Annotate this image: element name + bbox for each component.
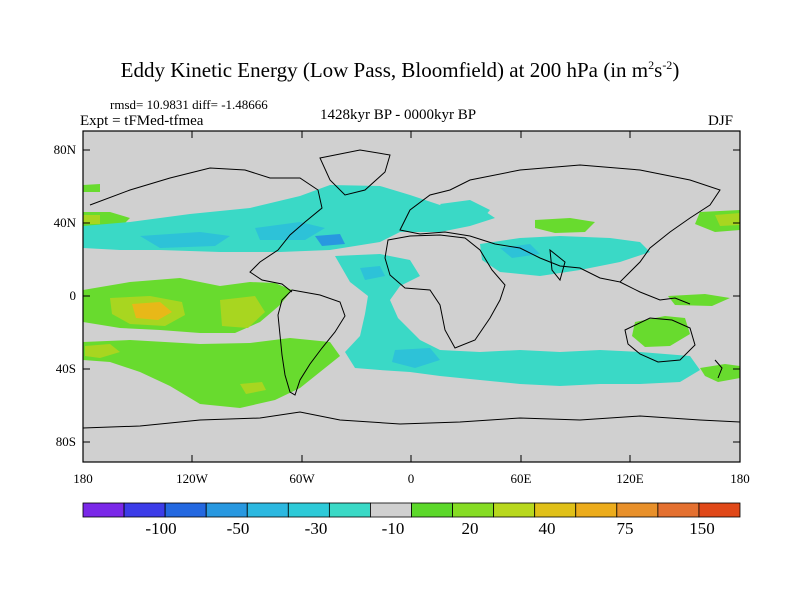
- colorbar-swatch: [287, 502, 330, 518]
- coastlines: [83, 149, 740, 429]
- lat-tick-0: 0: [69, 288, 77, 303]
- colorbar: [82, 502, 741, 518]
- plot-title: Eddy Kinetic Energy (Low Pass, Bloomfiel…: [0, 58, 800, 83]
- south-america-coast: [277, 289, 346, 396]
- greenland-coast: [319, 149, 391, 196]
- title-close: ): [672, 58, 680, 82]
- colorbar-swatch: [164, 502, 207, 518]
- stats-label: rmsd= 10.9831 diff= -1.48666: [110, 97, 268, 112]
- colorbar-swatch: [698, 502, 741, 518]
- positive-high-regions: [83, 213, 740, 394]
- title-units-sup1: 2: [648, 58, 655, 72]
- tropical-atlantic-core: [360, 266, 385, 280]
- colorbar-label: 40: [538, 519, 556, 538]
- north-pacific-core-west: [83, 215, 100, 224]
- lon-tick-60e: 60E: [510, 471, 532, 486]
- east-pacific-max-1: [132, 302, 172, 320]
- south-pacific-core: [85, 344, 120, 358]
- negative-core-regions: [140, 222, 540, 368]
- lat-tick-80s: 80S: [55, 434, 76, 449]
- map-ticks: [83, 131, 740, 462]
- australia-coast: [624, 317, 696, 363]
- lat-tick-40s: 40S: [55, 361, 76, 376]
- colorbar-swatch: [657, 502, 700, 518]
- period-label: 1428kyr BP - 0000kyr BP: [320, 107, 477, 123]
- australia-patch: [632, 316, 690, 347]
- asia-patch: [535, 218, 595, 233]
- map-frame: [82, 130, 741, 463]
- atlantic-small-patch: [83, 184, 100, 192]
- colorbar-swatch: [575, 502, 618, 518]
- lat-tick-80n: 80N: [53, 142, 76, 157]
- season-label: DJF: [708, 113, 734, 129]
- north-atlantic-core: [255, 222, 325, 240]
- colorbar-label: 150: [689, 519, 715, 538]
- colorbar-label: 20: [461, 519, 479, 538]
- colorbar-swatch: [493, 502, 536, 518]
- colorbar-swatch: [82, 502, 125, 518]
- lon-tick-180e: 180: [730, 471, 750, 486]
- lon-tick-60w: 60W: [289, 471, 315, 486]
- experiment-label: Expt = tFMed-tfmea: [80, 113, 204, 129]
- title-main: Eddy Kinetic Energy (Low Pass, Bloomfiel…: [120, 58, 649, 82]
- north-pacific-core-2: [315, 234, 345, 246]
- colorbar-swatch: [370, 502, 412, 518]
- colorbar-label: -50: [226, 519, 250, 538]
- colorbar-label: -10: [381, 519, 405, 538]
- colorbar-label: -100: [145, 519, 177, 538]
- colorbar-swatch: [452, 502, 495, 518]
- southeast-asia-coast: [619, 281, 691, 305]
- new-zealand-coast: [714, 359, 723, 379]
- lon-tick-120w: 120W: [176, 471, 208, 486]
- antarctica-coast: [83, 411, 740, 429]
- colorbar-swatch: [328, 502, 371, 518]
- colorbar-label: 75: [616, 519, 634, 538]
- western-pacific-equator-patch: [668, 294, 730, 306]
- colorbar-swatch: [411, 502, 453, 518]
- south-pacific-band: [83, 338, 340, 408]
- north-america-coast: [89, 167, 323, 293]
- india-coast: [549, 248, 566, 282]
- south-atlantic-core: [392, 348, 440, 368]
- title-units-sup2: -2: [662, 58, 673, 72]
- eurasia-coast: [399, 164, 721, 283]
- lon-tick-180w: 180: [73, 471, 93, 486]
- north-pacific-core-1: [140, 232, 230, 248]
- lon-tick-120e: 120E: [616, 471, 644, 486]
- colorbar-swatch: [246, 502, 289, 518]
- lat-tick-40n: 40N: [53, 215, 76, 230]
- colorbar-swatch: [123, 502, 166, 518]
- colorbar-swatch: [616, 502, 659, 518]
- title-units-s: s: [654, 58, 663, 82]
- europe-north-patch: [440, 200, 490, 222]
- south-america-pacific-core: [220, 296, 265, 328]
- asia-core: [500, 244, 540, 258]
- colorbar-swatch: [534, 502, 577, 518]
- africa-coast: [384, 234, 506, 349]
- colorbar-swatch: [205, 502, 248, 518]
- colorbar-label: -30: [304, 519, 328, 538]
- southern-ocean-core: [240, 382, 266, 394]
- lon-tick-0: 0: [407, 471, 415, 486]
